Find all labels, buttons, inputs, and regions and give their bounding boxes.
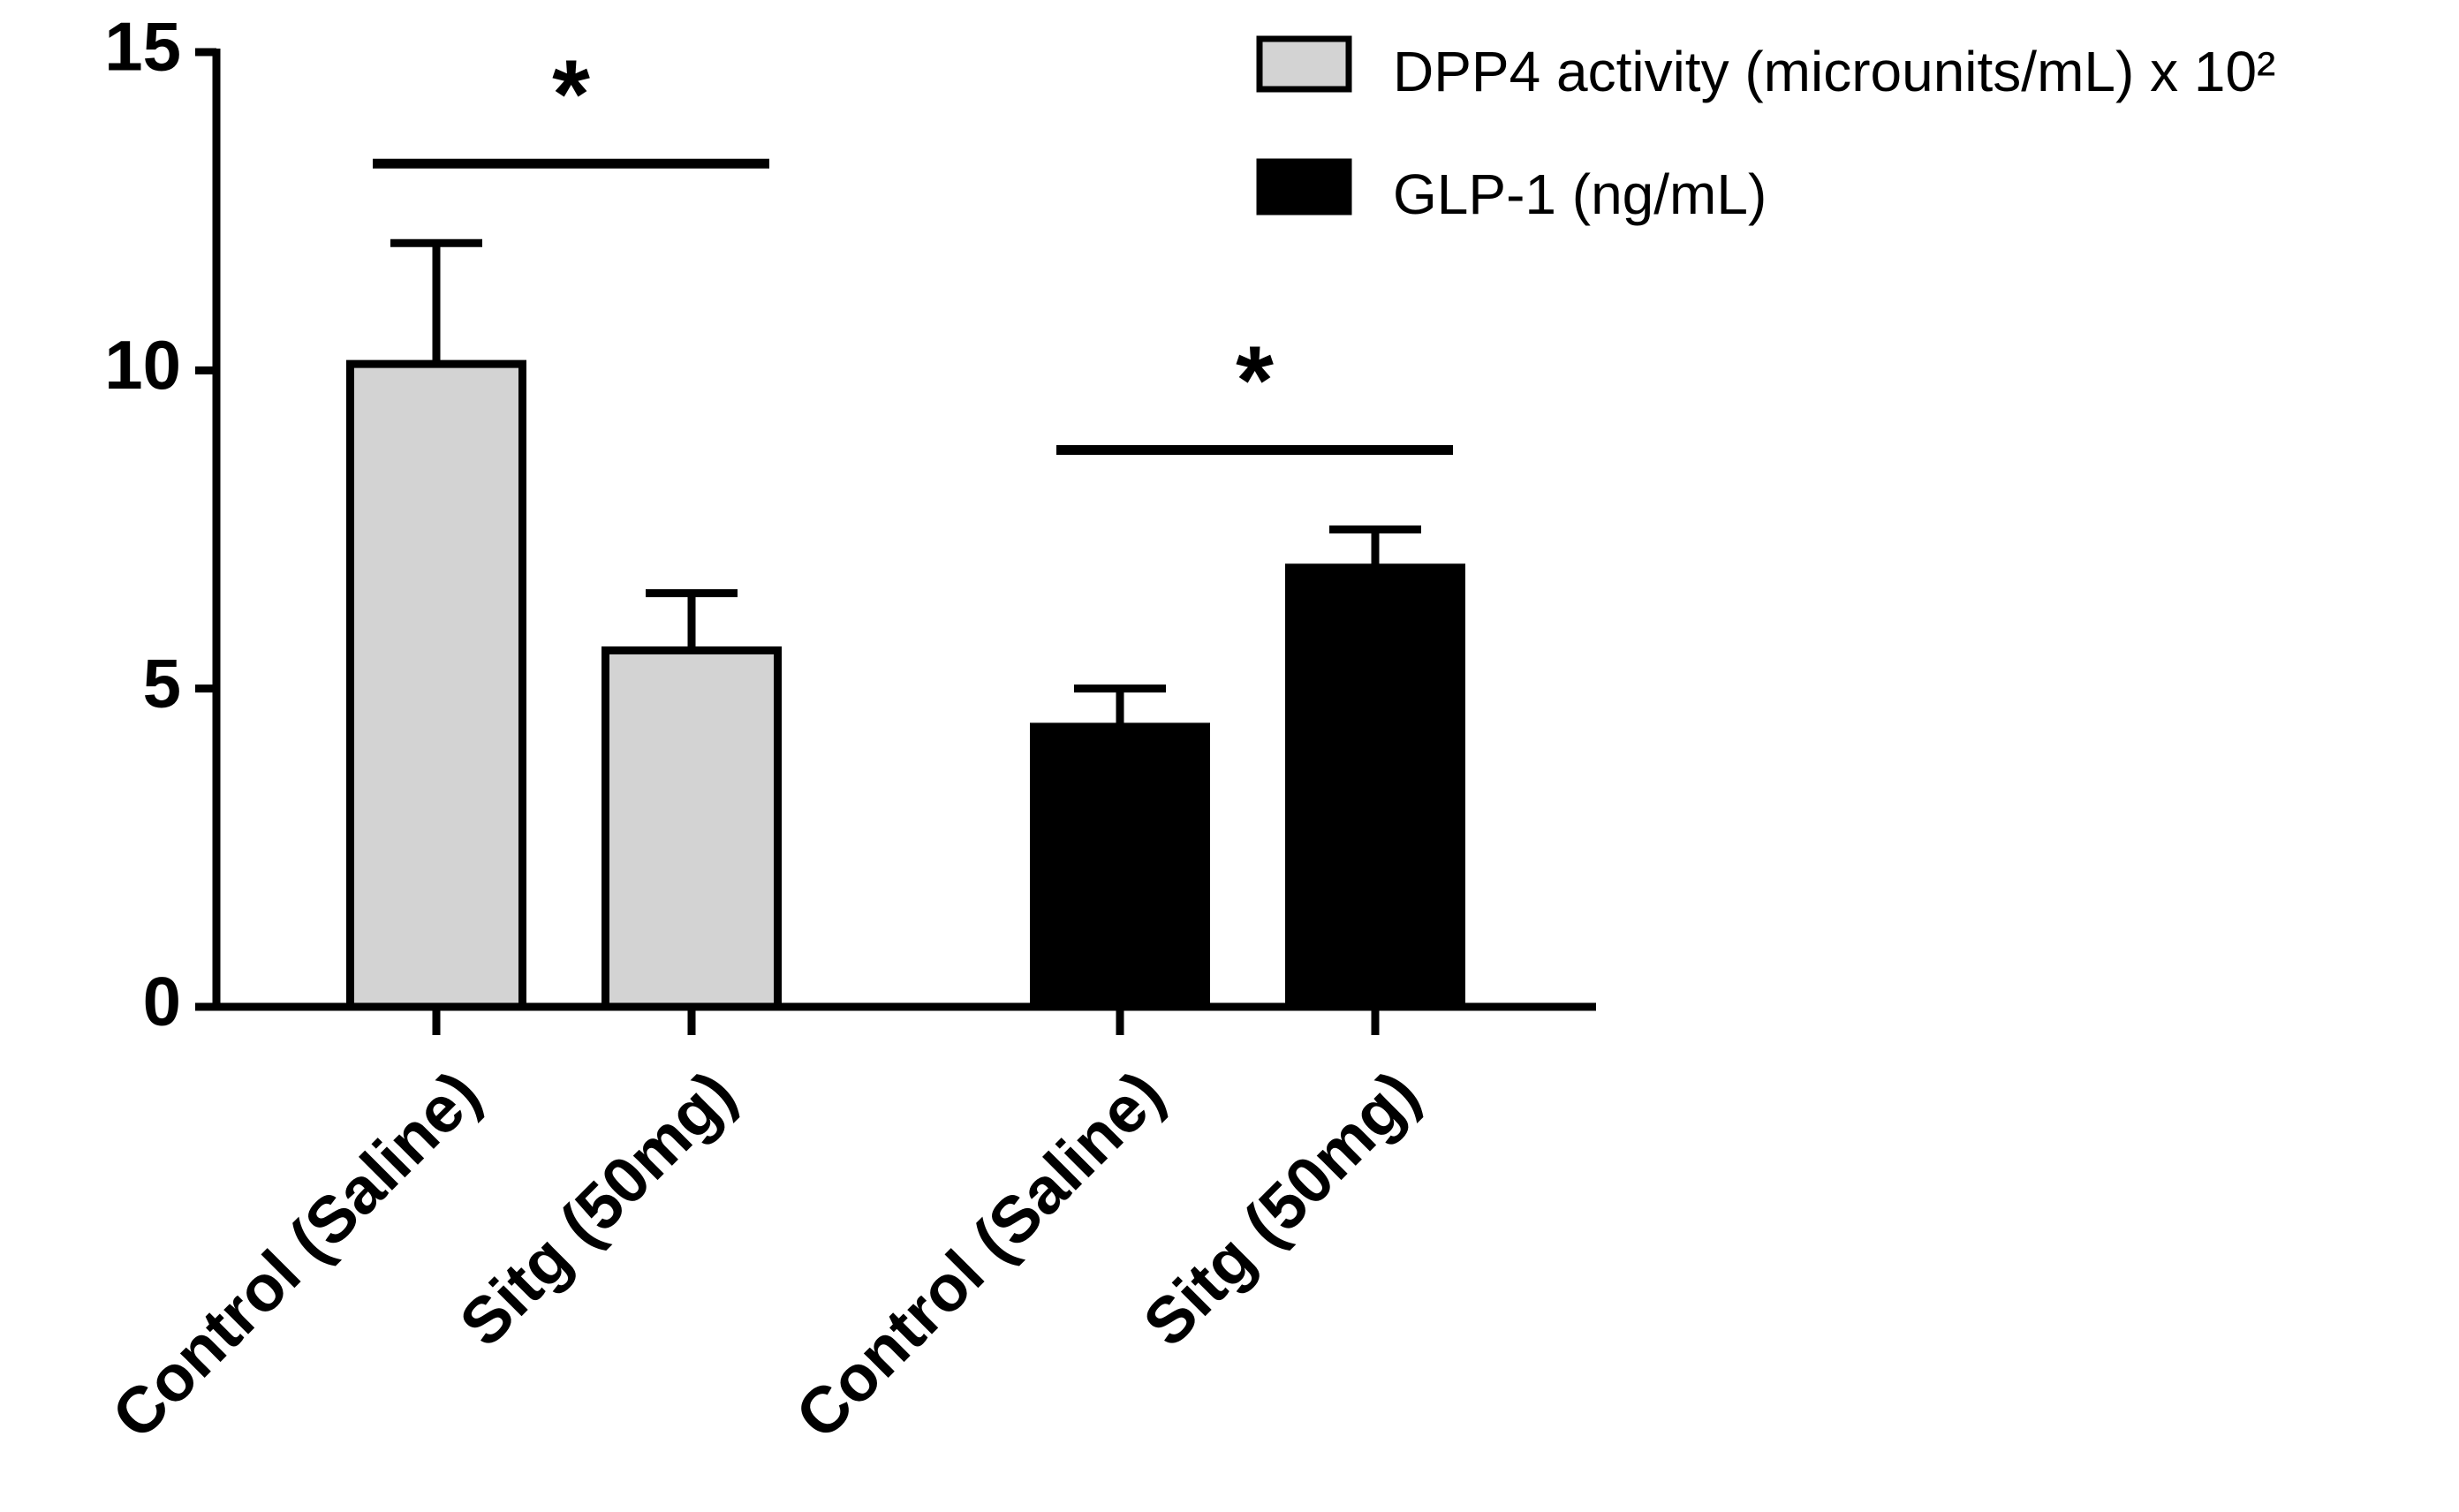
- legend-swatch: [1256, 158, 1352, 215]
- bar: [346, 359, 526, 1011]
- significance-label: *: [1236, 327, 1274, 435]
- x-tick-label: Control (Saline): [782, 1056, 1177, 1452]
- y-tick-label: 0: [143, 963, 181, 1040]
- bar: [1285, 563, 1465, 1011]
- significance-label: *: [552, 40, 590, 148]
- y-tick-label: 10: [104, 326, 181, 404]
- y-tick-label: 5: [143, 644, 181, 722]
- legend-label: DPP4 activity (microunits/mL) x 10²: [1393, 40, 2275, 103]
- x-tick-label: Sitg (50mg): [446, 1056, 750, 1360]
- legend-swatch: [1256, 35, 1352, 93]
- legend-label: GLP-1 (ng/mL): [1393, 163, 1767, 226]
- y-tick-label: 15: [104, 8, 181, 86]
- bar: [602, 646, 782, 1011]
- bar: [1030, 722, 1210, 1011]
- x-tick-label: Sitg (50mg): [1130, 1056, 1434, 1360]
- x-tick-label: Control (Saline): [98, 1056, 494, 1452]
